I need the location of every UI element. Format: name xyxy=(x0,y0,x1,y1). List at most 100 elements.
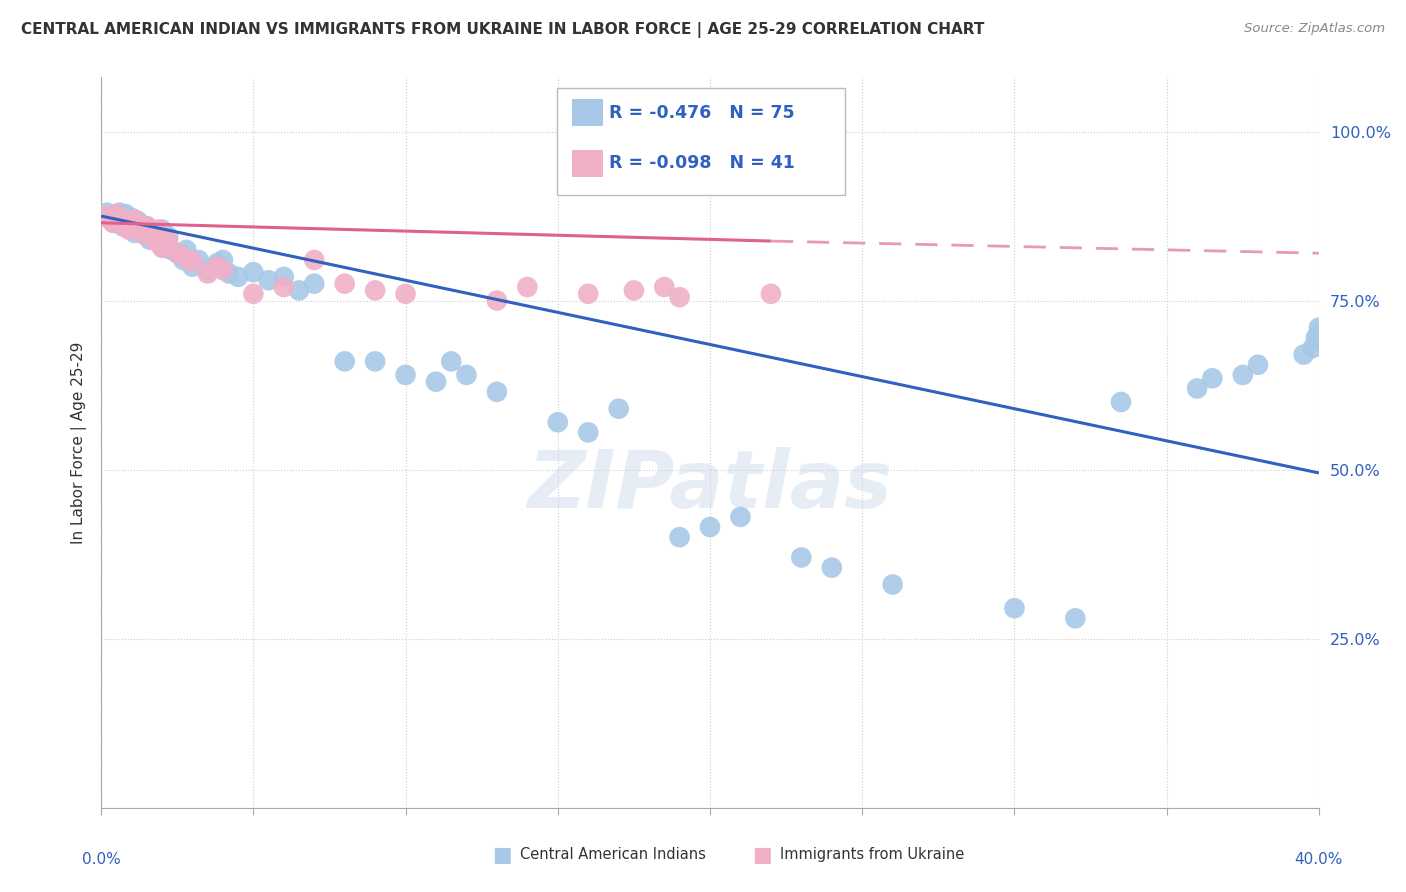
Point xyxy=(111,214,134,228)
Point xyxy=(157,229,180,244)
Point xyxy=(103,216,125,230)
Point xyxy=(135,219,157,234)
Point xyxy=(129,218,152,232)
Point xyxy=(117,220,139,235)
Point xyxy=(226,269,249,284)
Point xyxy=(623,284,645,298)
Point xyxy=(169,247,191,261)
Point xyxy=(98,212,121,227)
Point xyxy=(111,212,134,227)
Point xyxy=(242,286,264,301)
Text: Immigrants from Ukraine: Immigrants from Ukraine xyxy=(780,847,965,862)
Point xyxy=(114,207,136,221)
Point xyxy=(181,260,204,274)
Text: R = -0.476   N = 75: R = -0.476 N = 75 xyxy=(609,103,794,121)
Point xyxy=(1308,327,1330,342)
Point xyxy=(176,243,198,257)
Point xyxy=(139,233,162,247)
Point xyxy=(127,220,149,235)
Point xyxy=(98,212,121,227)
Point xyxy=(142,226,165,240)
Point xyxy=(160,243,183,257)
Text: Central American Indians: Central American Indians xyxy=(520,847,706,862)
Text: ■: ■ xyxy=(492,845,512,864)
Point xyxy=(108,211,131,225)
Point xyxy=(1232,368,1254,382)
Point xyxy=(166,246,188,260)
Point xyxy=(1201,371,1223,385)
Point xyxy=(1302,341,1324,355)
Point xyxy=(333,354,356,368)
Text: CENTRAL AMERICAN INDIAN VS IMMIGRANTS FROM UKRAINE IN LABOR FORCE | AGE 25-29 CO: CENTRAL AMERICAN INDIAN VS IMMIGRANTS FR… xyxy=(21,22,984,38)
Point xyxy=(547,415,569,429)
Point xyxy=(394,368,416,382)
Point xyxy=(485,384,508,399)
Point xyxy=(273,280,295,294)
Point xyxy=(166,246,188,260)
Point xyxy=(333,277,356,291)
Point xyxy=(105,209,128,223)
Point xyxy=(96,209,118,223)
Point xyxy=(114,216,136,230)
Point xyxy=(124,226,146,240)
Point xyxy=(730,509,752,524)
Point xyxy=(150,241,173,255)
Point xyxy=(176,252,198,266)
Point xyxy=(124,212,146,227)
Point xyxy=(364,354,387,368)
Point xyxy=(111,219,134,234)
Text: 40.0%: 40.0% xyxy=(1295,852,1343,867)
Point xyxy=(288,284,311,298)
Point xyxy=(117,222,139,236)
Point xyxy=(218,267,240,281)
Point xyxy=(132,222,155,236)
Point xyxy=(103,216,125,230)
Point xyxy=(212,252,235,267)
Point xyxy=(117,212,139,227)
Point xyxy=(139,226,162,240)
Point xyxy=(124,216,146,230)
Point xyxy=(607,401,630,416)
Point xyxy=(1308,334,1330,348)
Point xyxy=(576,286,599,301)
Point xyxy=(302,252,325,267)
Point xyxy=(273,269,295,284)
Point xyxy=(96,205,118,219)
Point xyxy=(699,520,721,534)
Point xyxy=(114,219,136,234)
Point xyxy=(440,354,463,368)
Point xyxy=(1004,601,1026,615)
Point xyxy=(135,219,157,234)
Text: Source: ZipAtlas.com: Source: ZipAtlas.com xyxy=(1244,22,1385,36)
Point xyxy=(108,205,131,219)
Point xyxy=(197,263,219,277)
Point xyxy=(127,218,149,232)
Point xyxy=(153,241,176,255)
Point xyxy=(1185,381,1208,395)
Point xyxy=(759,286,782,301)
Text: ■: ■ xyxy=(752,845,772,864)
Point xyxy=(212,263,235,277)
Point xyxy=(790,550,813,565)
Point xyxy=(150,222,173,236)
Point xyxy=(1308,320,1330,334)
Point xyxy=(142,229,165,244)
Point xyxy=(1064,611,1087,625)
Point xyxy=(105,207,128,221)
Point xyxy=(394,286,416,301)
Point xyxy=(153,238,176,252)
Point xyxy=(197,267,219,281)
Point xyxy=(129,222,152,236)
Point xyxy=(516,280,538,294)
Point xyxy=(257,273,280,287)
Point xyxy=(124,220,146,235)
Point xyxy=(145,229,167,244)
Point xyxy=(121,222,143,236)
Text: R = -0.098   N = 41: R = -0.098 N = 41 xyxy=(609,154,794,172)
Point xyxy=(1292,348,1315,362)
Point xyxy=(1109,395,1132,409)
Point xyxy=(654,280,676,294)
Y-axis label: In Labor Force | Age 25-29: In Labor Force | Age 25-29 xyxy=(72,342,87,544)
Point xyxy=(127,214,149,228)
Point xyxy=(205,256,228,270)
